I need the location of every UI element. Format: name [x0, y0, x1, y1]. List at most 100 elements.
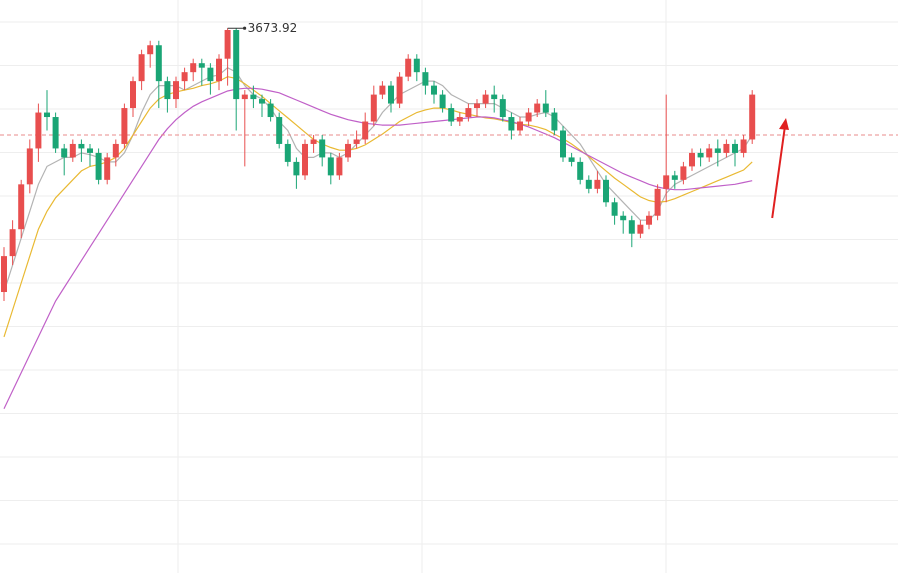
candle [482, 90, 489, 109]
candle-body [637, 224, 644, 234]
candle-body [224, 29, 231, 59]
candle-body [147, 45, 154, 55]
candle [35, 103, 42, 162]
candle-body [61, 148, 68, 158]
candle [474, 99, 480, 118]
candle [130, 76, 136, 118]
candle [284, 139, 291, 167]
candle-body [276, 117, 283, 144]
candle-body [620, 215, 627, 221]
candle-body [1, 256, 7, 293]
candle-body [585, 179, 592, 189]
candle [585, 175, 592, 194]
candle-body [310, 139, 317, 144]
candle-body [706, 148, 713, 158]
candle-body [18, 184, 25, 230]
candle [345, 139, 351, 162]
candle-body [87, 148, 93, 153]
candle [276, 112, 283, 149]
candle [9, 220, 16, 266]
peak-leader-dot [243, 26, 247, 30]
candle [259, 94, 265, 118]
candle-body [319, 139, 326, 158]
candle-body [603, 179, 609, 203]
candle [396, 72, 403, 109]
candle [353, 130, 360, 149]
candle [267, 99, 274, 122]
candle-body [671, 175, 678, 180]
candle-body [732, 143, 738, 153]
candle-body [284, 143, 291, 162]
candle [525, 108, 532, 127]
candle [52, 112, 59, 153]
peak-annotation: 3673.92 [248, 21, 298, 35]
candle [456, 112, 463, 127]
candle [362, 112, 369, 144]
candle-body [474, 103, 480, 109]
candle [69, 139, 76, 162]
candle [551, 108, 558, 135]
candle-body [482, 94, 489, 104]
candle-body [448, 108, 455, 122]
arrow-head [779, 118, 789, 130]
candle-body [465, 108, 472, 118]
candle-body [456, 117, 463, 122]
candle [637, 220, 644, 239]
candle-body [689, 152, 695, 167]
candle [499, 94, 506, 122]
candle [61, 143, 68, 176]
candle-body [336, 157, 343, 176]
candle [405, 54, 412, 82]
candle [465, 103, 472, 122]
candle [138, 49, 145, 91]
candle-body [173, 81, 179, 100]
candle-body [396, 76, 403, 104]
candle [740, 134, 747, 158]
candle-body [9, 229, 16, 257]
candle [603, 175, 609, 207]
candle [327, 152, 334, 185]
candle-body [646, 215, 652, 225]
candle-body [164, 81, 171, 100]
candle [697, 148, 704, 167]
candle-body [405, 58, 412, 77]
candle [671, 170, 678, 189]
candle [173, 76, 179, 109]
candle-body [250, 94, 257, 100]
candle-body [353, 139, 360, 144]
candle-body [181, 72, 188, 82]
candle-body [663, 175, 670, 189]
candle [190, 58, 197, 82]
ma-line-1 [3, 66, 753, 293]
candle [594, 170, 601, 194]
candle-body [628, 220, 635, 234]
candle-body [302, 143, 308, 176]
candle-body [413, 58, 420, 73]
candle [611, 197, 618, 225]
candle [422, 67, 429, 95]
candle-body [259, 99, 265, 104]
peak-annotation-group: 3673.92 [227, 21, 298, 35]
candle-body [121, 108, 128, 144]
candle-body [568, 157, 575, 162]
candle [302, 139, 308, 180]
candle-body [44, 112, 50, 118]
candle [104, 152, 111, 185]
candle-body [551, 112, 558, 131]
candle [732, 139, 738, 167]
candle-body [654, 188, 661, 216]
candle [560, 126, 566, 162]
candle [250, 85, 257, 109]
candle-body [740, 139, 747, 153]
candle [224, 28, 231, 86]
candle-body [525, 112, 532, 122]
candle [336, 152, 343, 180]
candle-body [680, 166, 687, 180]
candle-body [35, 112, 42, 149]
candle-body [293, 161, 300, 176]
candle [706, 143, 713, 162]
candle [388, 81, 394, 113]
candle-body [431, 85, 437, 95]
